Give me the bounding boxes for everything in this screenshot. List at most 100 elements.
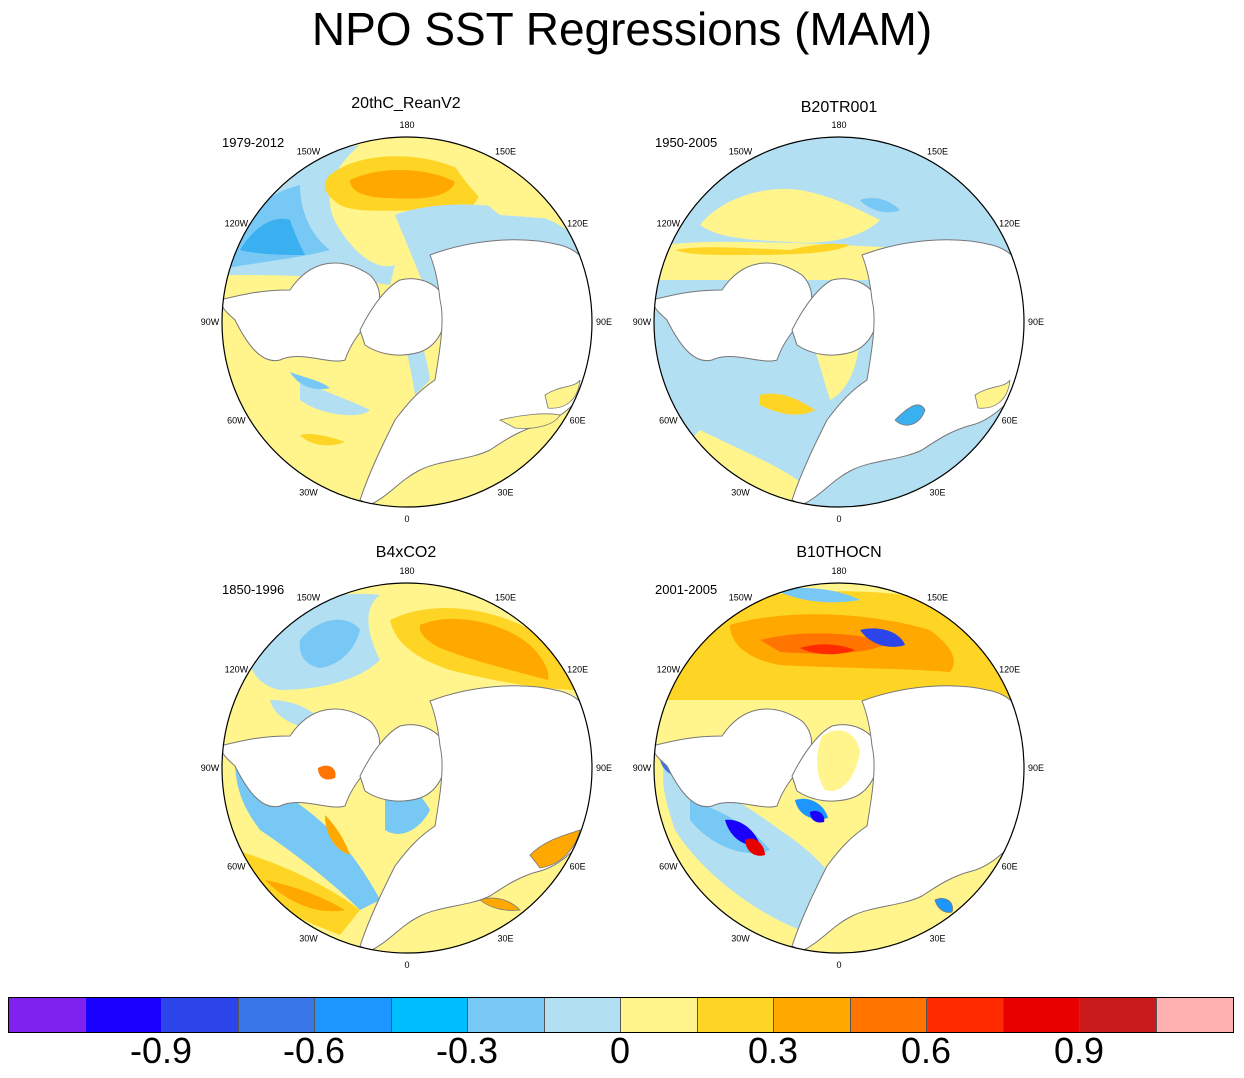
map-boundary-circle: [653, 136, 1025, 508]
colorbar-swatch: [238, 998, 315, 1032]
colorbar-swatch: [544, 998, 621, 1032]
longitude-label: 60E: [1002, 416, 1018, 426]
field-positive-region: [440, 139, 570, 220]
field-negative-core: [810, 810, 825, 823]
colorbar-tick-label: 0: [609, 1030, 631, 1071]
map-boundary-circle: [653, 582, 1025, 954]
field-negative-core: [240, 218, 305, 255]
field-negative-region: [290, 372, 330, 390]
longitude-label: 30E: [497, 934, 513, 944]
period-label-b4xco2: 1850-1996: [222, 582, 285, 597]
longitude-label: 30W: [731, 934, 750, 944]
map-b10thocn: [653, 582, 1025, 954]
longitude-label: 150E: [495, 592, 516, 602]
longitude-label: 150W: [729, 146, 753, 156]
longitude-label: 60E: [570, 416, 586, 426]
field-positive-region: [817, 730, 860, 791]
longitude-label: 90W: [201, 317, 220, 327]
longitude-labels-b20tr001: 180 150E 120E 90E 60E 30E 0 30W 60W 90W 120W 150W: [633, 120, 1044, 524]
longitude-label: 30W: [731, 488, 750, 498]
longitude-labels-b10thocn: 180 150E 120E 90E 60E 30E 0 30W 60W 90W 120W 150W: [633, 566, 1044, 970]
longitude-label: 0: [404, 960, 409, 970]
field-positive-core: [325, 815, 350, 855]
longitude-label: 90E: [596, 763, 612, 773]
field-positive-hotspot: [318, 765, 336, 780]
longitude-label: 150E: [927, 592, 948, 602]
colorbar-tick-label: 0.6: [900, 1030, 952, 1071]
panel-title-20thc-reanv2: 20thC_ReanV2: [351, 95, 461, 112]
period-label-b10thocn: 2001-2005: [655, 582, 718, 597]
longitude-label: 120W: [657, 665, 681, 675]
inland-sea-field: [498, 413, 561, 429]
longitude-label: 90W: [633, 763, 652, 773]
colorbar-tick-label: -0.6: [282, 1030, 346, 1071]
longitude-label: 90W: [201, 763, 220, 773]
inland-sea-field: [894, 404, 926, 426]
longitude-label: 60W: [659, 416, 678, 426]
field-positive-core: [745, 838, 765, 856]
map-boundary-circle: [221, 582, 593, 954]
longitude-label: 60E: [1002, 862, 1018, 872]
land-north-america: [222, 708, 381, 808]
longitude-label: 120E: [567, 219, 588, 229]
colorbar-tick-label: 0.3: [747, 1030, 799, 1071]
longitude-labels-20thc-reanv2: 180 150E 120E 90E 60E 30E 0 30W 60W 90W 120W 150W: [201, 120, 612, 524]
field-positive-region: [760, 393, 815, 415]
longitude-label: 30E: [929, 488, 945, 498]
map-b20tr001: [653, 136, 1025, 508]
longitude-label: 120W: [225, 219, 249, 229]
land-north-america: [654, 708, 813, 808]
longitude-label: 60W: [227, 862, 246, 872]
colorbar-swatch: [697, 998, 774, 1032]
panel-title-b10thocn: B10THOCN: [796, 544, 882, 561]
longitude-label: 60W: [227, 416, 246, 426]
longitude-label: 180: [399, 120, 414, 130]
colorbar: [8, 997, 1234, 1033]
longitude-label: 120E: [999, 665, 1020, 675]
longitude-label: 60E: [570, 862, 586, 872]
inland-sea-field: [529, 829, 581, 869]
period-label-b20tr001: 1950-2005: [655, 135, 718, 150]
figure-title: NPO SST Regressions (MAM): [311, 3, 933, 55]
colorbar-swatch: [9, 998, 86, 1032]
longitude-label: 180: [831, 566, 846, 576]
colorbar-swatch: [315, 998, 392, 1032]
field-positive-core: [419, 618, 549, 680]
longitude-label: 30E: [929, 934, 945, 944]
field-positive-region: [700, 189, 880, 243]
field-positive-region: [300, 433, 345, 446]
longitude-label: 120E: [999, 219, 1020, 229]
colorbar-swatch: [621, 998, 698, 1032]
longitude-label: 90E: [596, 317, 612, 327]
field-positive-core: [675, 243, 850, 255]
longitude-label: 150E: [495, 146, 516, 156]
colorbar-tick-label: -0.9: [129, 1030, 193, 1071]
colorbar-swatch: [162, 998, 239, 1032]
colorbar-tick-label: -0.3: [435, 1030, 499, 1071]
longitude-label: 30E: [497, 488, 513, 498]
longitude-label: 0: [836, 960, 841, 970]
inland-sea-field: [934, 897, 953, 913]
inland-sea-field: [544, 379, 581, 409]
colorbar-swatch: [468, 998, 545, 1032]
longitude-label: 90W: [633, 317, 652, 327]
longitude-label: 150E: [927, 146, 948, 156]
longitude-label: 180: [399, 566, 414, 576]
colorbar-tick-label: 0.9: [1053, 1030, 1105, 1071]
inland-sea-field: [479, 897, 521, 911]
colorbar-swatch: [927, 998, 1004, 1032]
period-label-20thc-reanv2: 1979-2012: [222, 135, 285, 150]
longitude-label: 0: [836, 514, 841, 524]
land-north-america: [654, 262, 813, 362]
longitude-label: 120W: [225, 665, 249, 675]
longitude-label: 0: [404, 514, 409, 524]
longitude-label: 60W: [659, 862, 678, 872]
longitude-label: 90E: [1028, 763, 1044, 773]
longitude-label: 30W: [299, 488, 318, 498]
map-20thc-reanv2: [221, 136, 593, 508]
longitude-labels-b4xco2: 180 150E 120E 90E 60E 30E 0 30W 60W 90W 120W 150W: [201, 566, 612, 970]
longitude-label: 30W: [299, 934, 318, 944]
land-north-america: [222, 262, 381, 362]
field-negative-region: [860, 198, 900, 213]
field-negative-region: [775, 588, 860, 603]
